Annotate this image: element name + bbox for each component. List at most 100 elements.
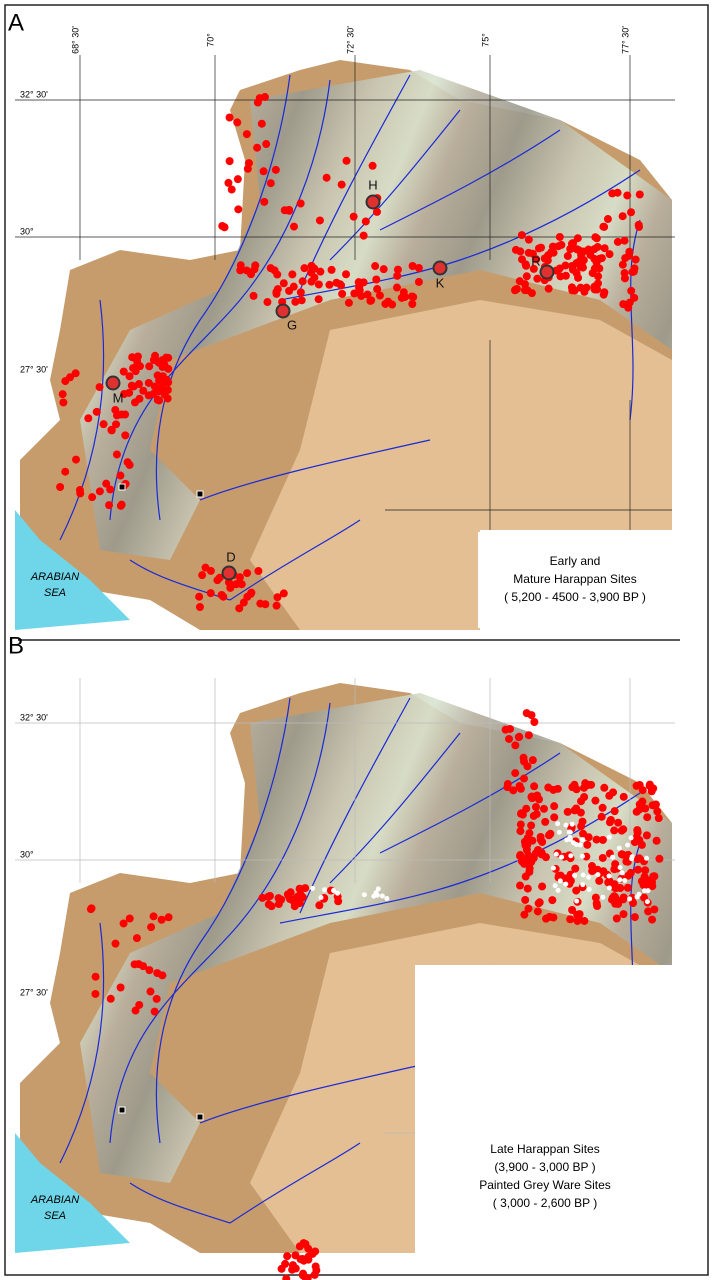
pgw-dot — [559, 854, 565, 860]
site-dot — [580, 916, 589, 925]
site-dot — [637, 840, 646, 849]
pgw-dot — [375, 886, 381, 892]
site-dot — [534, 795, 543, 804]
site-dot — [234, 205, 243, 214]
site-dot — [541, 853, 550, 862]
site-dot — [119, 919, 128, 928]
site-dot — [304, 1244, 313, 1253]
site-dot — [225, 157, 234, 166]
site-dot — [164, 913, 173, 922]
city-marker — [118, 1106, 126, 1114]
site-dot — [541, 817, 550, 826]
site-dot — [574, 273, 583, 282]
site-dot — [280, 206, 289, 215]
site-dot — [342, 156, 351, 165]
site-dot — [282, 1274, 291, 1280]
site-dot — [650, 905, 659, 914]
site-dot — [273, 593, 282, 602]
site-dot — [642, 831, 651, 840]
site-dot — [392, 283, 401, 292]
pgw-dot — [617, 865, 623, 871]
site-dot — [259, 167, 268, 176]
site-dot — [603, 215, 612, 224]
site-dot — [511, 769, 520, 778]
site-dot — [86, 905, 95, 914]
site-dot — [623, 883, 632, 892]
site-dot — [125, 914, 134, 923]
site-dot — [359, 231, 368, 240]
site-dot — [505, 734, 514, 743]
site-dot — [277, 1264, 286, 1273]
site-dot — [338, 289, 347, 298]
site-dot — [111, 939, 120, 948]
site-dot — [249, 291, 258, 300]
site-dot — [590, 254, 599, 263]
pgw-dot — [553, 851, 559, 857]
site-dot — [522, 804, 531, 813]
site-dot — [130, 960, 139, 969]
river — [59, 922, 105, 1164]
pgw-dot — [573, 842, 579, 848]
major-site — [275, 303, 291, 319]
site-dot — [315, 901, 324, 910]
alluvial-zone — [80, 70, 672, 560]
site-dot — [125, 388, 134, 397]
pgw-dot — [586, 874, 592, 880]
sea — [15, 1133, 130, 1253]
site-dot — [371, 262, 380, 271]
site-dot — [613, 237, 622, 246]
lat-label: 30° — [20, 226, 34, 236]
site-dot — [572, 804, 581, 813]
site-dot — [605, 818, 614, 827]
site-dot — [414, 264, 423, 273]
site-dot — [555, 264, 564, 273]
site-dot — [295, 884, 304, 893]
site-dot — [561, 271, 570, 280]
site-dot — [522, 709, 531, 718]
sea — [15, 510, 130, 630]
site-dot — [654, 814, 663, 823]
site-dot — [163, 394, 172, 403]
site-dot — [344, 298, 353, 307]
site-dot — [519, 774, 528, 783]
site-dot — [342, 270, 351, 279]
site-dot — [633, 828, 642, 837]
site-dot — [243, 164, 252, 173]
site-dot — [529, 854, 538, 863]
site-dot — [610, 807, 619, 816]
legend-box — [415, 965, 672, 1265]
site-dot — [112, 411, 121, 420]
pgw-dot — [555, 821, 561, 827]
site-dot — [152, 994, 161, 1003]
pgw-dot — [606, 834, 612, 840]
legend-box — [478, 532, 672, 628]
site-dot — [264, 892, 273, 901]
site-dot — [511, 741, 520, 750]
site-dot — [59, 398, 68, 407]
site-dot — [621, 254, 630, 263]
pgw-dot — [634, 894, 640, 900]
site-dot — [630, 264, 639, 273]
site-dot — [627, 286, 636, 295]
river — [379, 129, 561, 231]
site-dot — [266, 264, 275, 273]
lat-label: 27° 30' — [20, 364, 48, 374]
site-dot — [332, 278, 341, 287]
site-dot — [300, 264, 309, 273]
site-dot — [591, 796, 600, 805]
map-panel: H K R G M D A 68° 30' 70° 72° 30' 75° 77° 30' 32° 30… — [8, 9, 675, 630]
site-dot — [605, 250, 614, 259]
site-dot — [609, 788, 618, 797]
site-dot — [58, 390, 67, 399]
site-dot — [263, 298, 272, 307]
site-dot — [591, 893, 600, 902]
site-dot — [84, 414, 93, 423]
site-dot — [614, 818, 623, 827]
site-dot — [255, 94, 264, 103]
site-dot — [311, 1262, 320, 1271]
site-dot — [322, 173, 331, 182]
site-dot — [516, 852, 525, 861]
site-dot — [381, 299, 390, 308]
site-dot — [529, 264, 538, 273]
site-dot — [155, 376, 164, 385]
